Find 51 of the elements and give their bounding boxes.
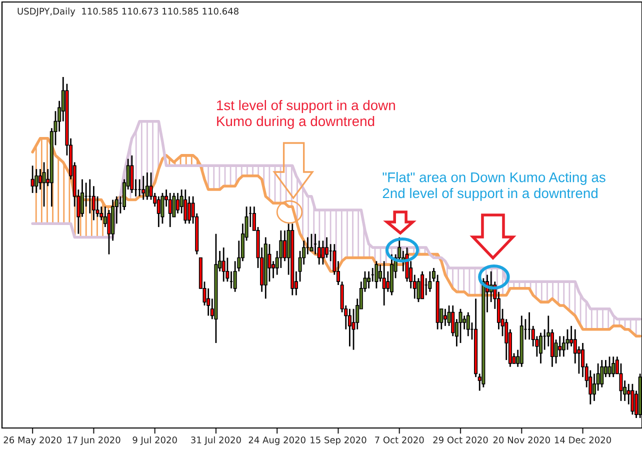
candlestick <box>187 196 191 224</box>
candlestick <box>428 270 432 293</box>
candlestick <box>222 246 226 282</box>
candlestick <box>443 308 447 327</box>
candlestick <box>630 383 634 416</box>
candlestick <box>612 356 616 378</box>
x-tick-label: 24 Aug 2020 <box>248 436 306 446</box>
candlestick <box>168 192 172 228</box>
candlestick <box>374 260 378 290</box>
x-tick-label: 29 Oct 2020 <box>433 436 488 444</box>
candlestick <box>558 335 562 358</box>
candlestick <box>367 270 371 290</box>
candlestick <box>325 236 329 258</box>
candlestick <box>176 192 180 214</box>
candlestick <box>130 154 134 194</box>
x-tick-label: 9 Jul 2020 <box>132 436 177 445</box>
candlestick <box>416 277 420 303</box>
candlestick <box>107 209 111 256</box>
x-tick-label: 31 Jul 2020 <box>191 436 241 445</box>
annotation: 1st level of support in a down Kumo during a downtrend <box>217 100 395 129</box>
candlestick <box>34 168 38 194</box>
x-tick-label: 15 Sep 2020 <box>310 436 366 446</box>
candlestick <box>142 175 146 200</box>
candlestick <box>466 312 470 337</box>
x-tick-label: 26 May 2020 <box>4 436 62 446</box>
candlestick <box>420 270 424 300</box>
candlestick <box>462 315 466 330</box>
candlestick <box>458 308 462 344</box>
candlestick <box>30 164 34 194</box>
candlestick <box>608 356 612 378</box>
candlestick <box>156 196 160 228</box>
x-tick-label: 20 Nov 2020 <box>493 436 550 444</box>
candlestick <box>382 260 386 306</box>
candlestick <box>160 192 164 224</box>
annotation: "Flat" area on Down Kumo Acting as 2nd level of support in a downtrend <box>382 172 606 201</box>
candlestick <box>38 168 42 190</box>
candlestick <box>538 332 543 364</box>
x-tick-label: 14 Dec 2020 <box>554 436 612 444</box>
candlestick <box>268 243 272 282</box>
candlestick <box>145 172 149 200</box>
candlestick <box>42 162 46 208</box>
candlestick <box>600 359 604 388</box>
candlestick <box>310 233 314 252</box>
chart-title: USDJPY,Daily 110.585 110.673 110.585 110.648 <box>18 8 238 16</box>
candlestick <box>619 362 623 402</box>
x-tick-label: 17 Jun 2020 <box>68 436 120 445</box>
candlestick <box>348 308 352 348</box>
x-tick-label: 7 Oct 2020 <box>375 436 424 444</box>
candlestick <box>184 188 188 224</box>
candlestick <box>282 230 287 262</box>
candlestick <box>321 240 325 266</box>
